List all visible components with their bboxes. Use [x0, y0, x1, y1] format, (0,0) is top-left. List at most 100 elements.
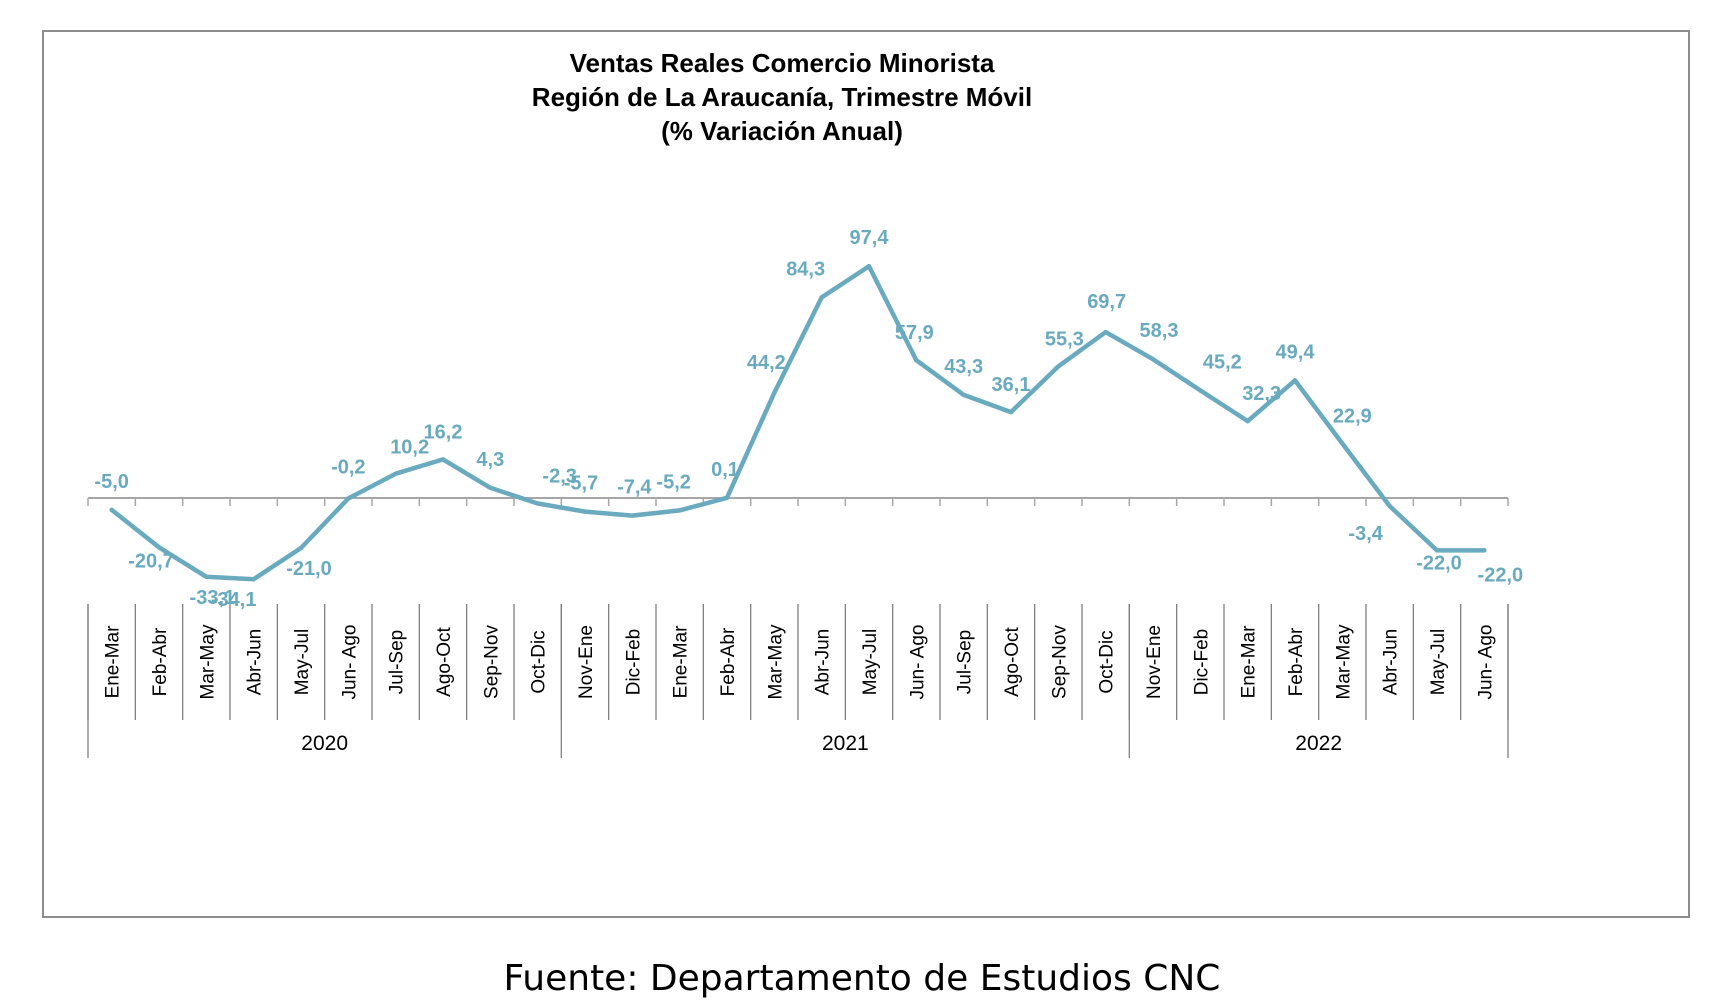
data-label: 97,4 — [850, 227, 890, 249]
chart-title-line: Ventas Reales Comercio Minorista — [570, 48, 995, 78]
year-label: 2022 — [1295, 732, 1342, 755]
x-tick-label: Sep-Nov — [1049, 625, 1070, 699]
data-point — [724, 495, 730, 500]
data-label: -20,7 — [128, 550, 174, 572]
x-tick-label: Feb-Abr — [150, 627, 171, 696]
data-point — [1387, 503, 1392, 509]
data-label: -21,0 — [286, 558, 332, 580]
data-point — [630, 513, 635, 518]
data-point — [393, 471, 398, 476]
data-label: 32,3 — [1242, 383, 1281, 405]
year-labels: 2020 2021 2022 — [301, 732, 1342, 755]
x-tick-label: May-Jul — [860, 629, 881, 696]
x-tick-label: Nov-Ene — [1144, 625, 1165, 699]
x-tick-label: Abr-Jun — [813, 629, 834, 696]
data-label: 58,3 — [1140, 320, 1179, 342]
data-point — [1482, 548, 1487, 553]
data-label: 57,9 — [895, 322, 934, 344]
data-point — [1245, 418, 1250, 424]
data-point — [819, 295, 824, 300]
data-point — [298, 545, 304, 551]
data-point — [204, 574, 209, 579]
x-tick-label: Ene-Mar — [1239, 625, 1260, 699]
data-point — [1340, 441, 1345, 446]
data-point — [582, 509, 588, 514]
data-label: 49,4 — [1276, 341, 1316, 363]
data-label: 16,2 — [424, 421, 463, 443]
data-label: -22,0 — [1478, 564, 1524, 586]
data-labels: -5,0 -20,7 -33,1-34,1 -21,0 -0,2 10,216,2 4,3 -… — [94, 227, 1523, 611]
data-point — [1198, 388, 1203, 393]
data-point — [1008, 409, 1014, 415]
data-label: 10,2 — [390, 437, 429, 459]
data-label: -0,2 — [331, 456, 365, 478]
data-label: -5,2 — [656, 471, 690, 493]
data-label: 0,1 — [711, 459, 739, 481]
x-tick-label: Nov-Ene — [576, 625, 597, 699]
x-tick-label: Abr-Jun — [1381, 629, 1402, 696]
data-point — [251, 576, 256, 582]
x-axis — [87, 497, 1509, 758]
x-tick-label: May-Jul — [292, 629, 313, 696]
x-tick-labels: Ene-Mar Feb-Abr Mar-May Abr-Jun May-Jul Jun- … — [103, 624, 1497, 699]
data-point — [156, 545, 162, 550]
x-tick-label: Mar-May — [1333, 624, 1354, 699]
data-point — [1434, 548, 1440, 553]
data-point — [866, 263, 872, 269]
x-tick-label: Oct-Dic — [1097, 630, 1118, 693]
data-label: -34,1 — [211, 589, 257, 611]
data-point — [772, 390, 777, 396]
data-label: 55,3 — [1045, 328, 1084, 350]
chart-frame: Ventas Reales Comercio Minorista Región d… — [42, 30, 1690, 918]
data-label: 36,1 — [992, 374, 1031, 396]
x-tick-label: Ago-Oct — [1002, 626, 1023, 696]
x-tick-label: Feb-Abr — [1286, 627, 1307, 696]
year-label: 2020 — [301, 732, 348, 755]
x-tick-label: Sep-Nov — [481, 625, 502, 699]
data-label: -5,7 — [564, 473, 598, 495]
x-tick-label: Jun- Ago — [339, 625, 360, 700]
data-label: 44,2 — [747, 352, 786, 374]
data-label: -3,4 — [1348, 523, 1383, 545]
data-label: 84,3 — [786, 258, 825, 280]
series-line-group — [109, 263, 1487, 582]
data-label: -2,3 — [542, 465, 576, 487]
source-note: Fuente: Departamento de Estudios CNC — [503, 958, 1221, 999]
x-tick-label: Ene-Mar — [671, 625, 692, 699]
x-tick-label: Abr-Jun — [245, 629, 266, 696]
data-label: -22,0 — [1416, 552, 1462, 574]
data-point — [1103, 329, 1108, 335]
data-label: 4,3 — [476, 449, 504, 471]
data-point — [440, 457, 446, 462]
chart-title: Ventas Reales Comercio Minorista Región d… — [532, 48, 1032, 146]
x-tick-label: Jun- Ago — [907, 625, 928, 700]
data-point — [109, 507, 114, 513]
x-tick-label: Oct-Dic — [529, 630, 550, 693]
data-point — [1292, 378, 1298, 383]
data-label: 69,7 — [1087, 291, 1126, 313]
data-point — [1056, 364, 1061, 369]
x-tick-label: Dic-Feb — [623, 629, 644, 696]
year-label: 2021 — [822, 732, 869, 755]
data-point — [677, 508, 682, 513]
x-tick-label: Mar-May — [197, 624, 218, 699]
data-label: 43,3 — [944, 356, 983, 378]
x-tick-label: May-Jul — [1428, 629, 1449, 696]
data-point — [488, 485, 493, 490]
data-label: -33,1 — [190, 587, 236, 609]
data-label: 22,9 — [1333, 405, 1372, 427]
chart-title-line: Región de La Araucanía, Trimestre Móvil — [532, 82, 1032, 112]
data-point — [346, 496, 351, 501]
data-point — [535, 501, 540, 506]
x-tick-label: Mar-May — [765, 624, 786, 699]
x-tick-label: Jul-Sep — [955, 630, 976, 694]
data-label: 45,2 — [1203, 351, 1242, 373]
data-label: -7,4 — [617, 477, 652, 499]
data-label: -5,0 — [94, 471, 128, 493]
data-point — [914, 357, 919, 363]
series-line — [109, 263, 1487, 582]
x-tick-label: Jun- Ago — [1475, 625, 1496, 700]
data-point — [1150, 357, 1156, 362]
x-tick-label: Jul-Sep — [387, 630, 408, 694]
x-tick-label: Dic-Feb — [1191, 629, 1212, 696]
